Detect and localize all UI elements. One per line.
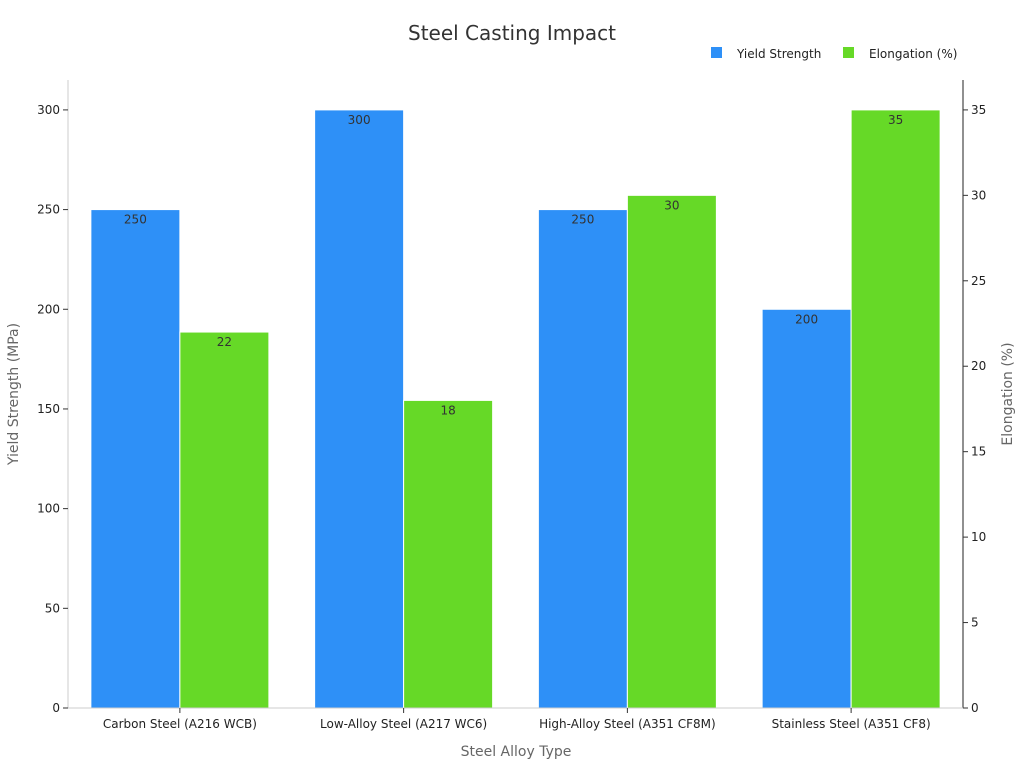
bar-yield-strength-carbon-steel-a216-wcb [90, 209, 181, 709]
data-label-elongation-high-alloy-steel-a351-cf8m: 30 [664, 198, 679, 212]
data-labels: 250 22 300 18 250 30 200 35 [124, 113, 903, 418]
right-tick-label-5: 5 [971, 616, 979, 630]
legend-swatch-elongation [843, 47, 854, 58]
left-tick-label-50: 50 [45, 601, 60, 615]
right-tick-label-20: 20 [971, 359, 986, 373]
legend-label-elongation: Elongation (%) [869, 47, 957, 61]
data-label-yield-strength-carbon-steel-a216-wcb: 250 [124, 213, 147, 227]
y-axis-title: Yield Strength (MPa) [6, 323, 22, 466]
right-y-axis-ticks: 0 5 10 15 20 25 30 35 [963, 103, 986, 715]
chart-title: Steel Casting Impact [408, 21, 616, 45]
bar-elongation-high-alloy-steel-a351-cf8m [626, 194, 717, 709]
legend-label-yield-strength: Yield Strength [736, 47, 821, 61]
right-tick-label-30: 30 [971, 188, 986, 202]
left-tick-label-150: 150 [37, 402, 60, 416]
x-axis-title: Steel Alloy Type [461, 744, 572, 760]
right-tick-label-10: 10 [971, 530, 986, 544]
right-tick-label-15: 15 [971, 445, 986, 459]
left-y-axis-ticks: 0 50 100 150 200 250 300 [37, 103, 68, 715]
y2-axis-title: Elongation (%) [1000, 342, 1016, 445]
x-tick-label-high-alloy-steel-a351-cf8m: High-Alloy Steel (A351 CF8M) [539, 717, 716, 731]
data-label-elongation-carbon-steel-a216-wcb: 22 [217, 335, 232, 349]
data-label-yield-strength-high-alloy-steel-a351-cf8m: 250 [571, 213, 594, 227]
left-tick-label-300: 300 [37, 103, 60, 117]
legend-swatch-yield-strength [711, 47, 722, 58]
left-tick-label-0: 0 [52, 701, 60, 715]
bar-yield-strength-high-alloy-steel-a351-cf8m [537, 209, 628, 709]
x-tick-label-carbon-steel-a216-wcb: Carbon Steel (A216 WCB) [103, 717, 257, 731]
bar-elongation-low-alloy-steel-a217-wc6 [403, 399, 494, 709]
right-tick-label-35: 35 [971, 103, 986, 117]
legend: Yield Strength Elongation (%) [711, 47, 957, 61]
data-label-yield-strength-low-alloy-steel-a217-wc6: 300 [348, 113, 371, 127]
x-tick-label-stainless-steel-a351-cf8: Stainless Steel (A351 CF8) [772, 717, 931, 731]
data-label-elongation-stainless-steel-a351-cf8: 35 [888, 113, 903, 127]
bar-yield-strength-stainless-steel-a351-cf8 [761, 308, 852, 709]
data-label-yield-strength-stainless-steel-a351-cf8: 200 [795, 312, 818, 326]
right-tick-label-0: 0 [971, 701, 979, 715]
bar-yield-strength-low-alloy-steel-a217-wc6 [314, 109, 405, 709]
bar-elongation-carbon-steel-a216-wcb [179, 331, 270, 709]
x-axis-ticks: Carbon Steel (A216 WCB) Low-Alloy Steel (… [103, 708, 931, 731]
left-tick-label-250: 250 [37, 203, 60, 217]
left-tick-label-200: 200 [37, 302, 60, 316]
x-tick-label-low-alloy-steel-a217-wc6: Low-Alloy Steel (A217 WC6) [320, 717, 487, 731]
right-tick-label-25: 25 [971, 274, 986, 288]
left-tick-label-100: 100 [37, 502, 60, 516]
data-label-elongation-low-alloy-steel-a217-wc6: 18 [440, 403, 455, 417]
bars [90, 109, 941, 709]
bar-elongation-stainless-steel-a351-cf8 [850, 109, 941, 709]
